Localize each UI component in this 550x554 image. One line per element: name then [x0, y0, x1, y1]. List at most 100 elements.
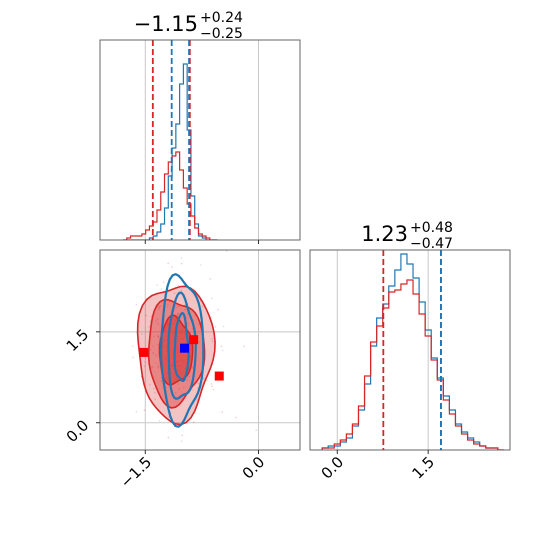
joint-sample-point: [181, 434, 184, 437]
joint-sample-point: [202, 377, 205, 380]
joint-sample-point: [154, 398, 157, 400]
joint-marker-2: [214, 371, 224, 381]
joint-frame: [99, 249, 301, 451]
joint-sample-point: [213, 465, 215, 467]
joint-sample-point: [225, 250, 228, 252]
marginal-param1-frame: [99, 39, 301, 241]
joint-sample-point: [211, 385, 213, 388]
joint-sample-point: [206, 379, 208, 382]
marginal-param1-title-lower: −0.25: [200, 26, 243, 42]
joint-sample-point: [197, 382, 200, 385]
joint-sample-point: [155, 319, 157, 322]
joint-sample-point: [148, 326, 151, 328]
joint-sample-point: [210, 383, 213, 385]
joint-sample-point: [187, 324, 190, 326]
joint-sample-point: [201, 305, 204, 308]
joint-marker-0: [139, 347, 149, 357]
joint-contour-blue-0: [159, 272, 205, 428]
joint-sample-point: [154, 354, 157, 356]
joint-sample-point: [158, 420, 161, 422]
joint-sample-point: [166, 306, 169, 308]
joint-sample-point: [157, 365, 160, 367]
marginal-param2-tick-label-0: 0.0: [318, 453, 348, 483]
joint-sample-point: [243, 345, 245, 348]
joint-sample-point: [180, 440, 183, 443]
joint-sample-point: [150, 348, 152, 351]
joint-sample-point: [186, 316, 188, 319]
joint-sample-point: [162, 281, 165, 283]
joint-sample-point: [144, 361, 147, 363]
joint-sample-point: [160, 380, 162, 382]
joint-sample-point: [191, 365, 193, 368]
joint-sample-point: [168, 301, 171, 303]
marginal-param2-histogram-series-1: [321, 279, 504, 450]
joint-sample-point: [158, 308, 160, 311]
joint-sample-point: [180, 257, 183, 259]
joint-sample-point: [182, 386, 185, 389]
joint-sample-point: [132, 356, 134, 359]
joint-sample-point: [184, 308, 186, 311]
joint-sample-point: [156, 318, 159, 321]
joint-sample-point: [155, 362, 157, 364]
marginal-param2-title-value: 1.23: [361, 222, 408, 246]
joint-sample-point: [214, 325, 217, 328]
joint-sample-point: [158, 337, 160, 339]
joint-sample-point: [152, 335, 155, 338]
joint-sample-point: [220, 345, 223, 348]
joint-sample-point: [152, 387, 155, 390]
joint-sample-point: [153, 376, 155, 378]
joint-sample-point: [143, 409, 146, 412]
joint-sample-point: [178, 388, 180, 390]
joint-sample-point: [167, 262, 170, 265]
joint-contour-red-2: [158, 314, 194, 386]
joint-sample-point: [175, 238, 177, 240]
joint-sample-point: [211, 340, 214, 343]
joint-sample-point: [177, 312, 179, 314]
joint-sample-point: [156, 284, 159, 286]
joint-sample-point: [157, 366, 160, 369]
joint-sample-point: [149, 320, 152, 323]
joint-sample-point: [152, 352, 154, 355]
joint-sample-point: [217, 308, 219, 311]
marginal-param1-histogram-series-0: [123, 63, 218, 240]
joint-sample-point: [156, 343, 159, 346]
joint-sample-point: [186, 313, 189, 315]
joint-sample-point: [151, 365, 154, 368]
joint-sample-point: [152, 352, 154, 354]
marginal-param2-title-lower: −0.47: [410, 236, 453, 252]
joint-sample-point: [196, 398, 198, 401]
joint-sample-point: [174, 391, 177, 394]
joint-marker-3: [180, 343, 190, 353]
joint-sample-point: [135, 411, 138, 413]
joint-sample-point: [191, 328, 194, 330]
joint-sample-point: [156, 321, 159, 324]
joint-sample-point: [171, 266, 173, 268]
joint-sample-point: [198, 341, 201, 344]
joint-sample-point: [131, 345, 134, 347]
joint-sample-point: [177, 383, 180, 385]
joint-sample-point: [197, 323, 200, 326]
joint-sample-point: [157, 335, 160, 338]
joint-sample-point: [177, 313, 179, 316]
joint-y-tick-label-1: 1.5: [63, 325, 93, 355]
joint-plot-area: [100, 238, 300, 467]
joint-sample-point: [159, 305, 162, 307]
joint-sample-point: [154, 391, 156, 394]
joint-sample-point: [212, 388, 215, 391]
joint-sample-point: [221, 349, 224, 352]
joint-sample-point: [150, 367, 153, 369]
joint-sample-point: [176, 313, 179, 316]
joint-sample-point: [192, 421, 195, 424]
joint-sample-point: [186, 379, 189, 381]
joint-x-tick-label-1: 0.0: [239, 453, 269, 483]
marginal-param1-title-value: −1.15: [134, 12, 198, 36]
joint-sample-point: [209, 278, 212, 280]
joint-sample-point: [199, 264, 202, 266]
marginal-param1-title-upper: +0.24: [200, 10, 243, 26]
joint-sample-point: [145, 314, 148, 317]
joint-sample-point: [149, 383, 151, 386]
joint-sample-point: [177, 284, 180, 286]
joint-sample-point: [188, 376, 191, 378]
